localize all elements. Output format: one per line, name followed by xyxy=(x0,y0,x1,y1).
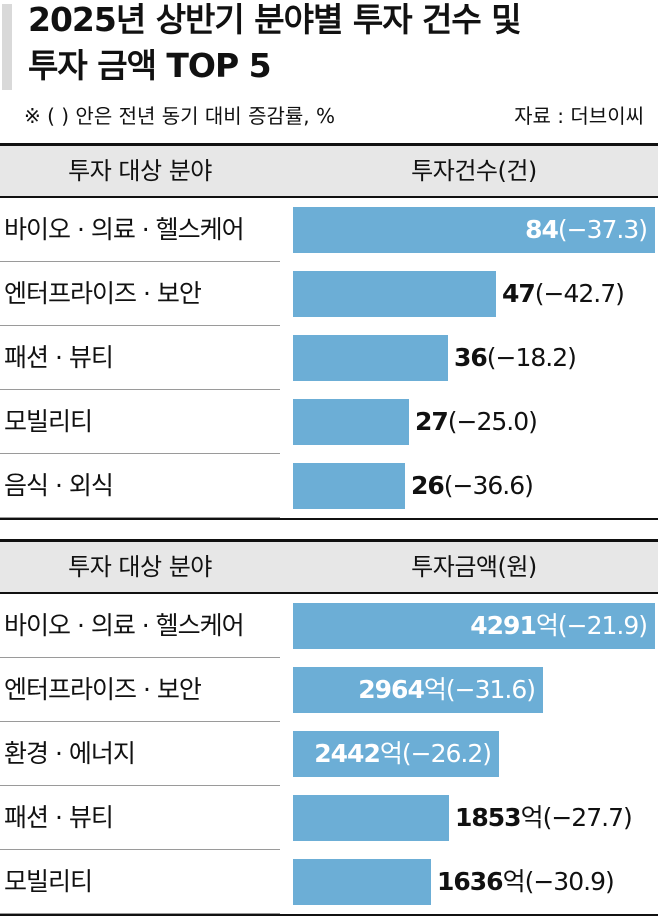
count-value-label: 27(−25.0) xyxy=(415,399,538,445)
count-category-label: 패션 · 뷰티 xyxy=(4,343,114,372)
amount-value-label: 1853억(−27.7) xyxy=(455,795,633,841)
amount-value-unit: 억 xyxy=(535,611,559,640)
count-row: 바이오 · 의료 · 헬스케어 84(−37.3) xyxy=(0,198,658,262)
count-category-label: 모빌리티 xyxy=(4,407,93,436)
amount-bar xyxy=(293,667,543,713)
amount-value-label: 2964억(−31.6) xyxy=(293,667,536,713)
count-change-label: (−42.7) xyxy=(534,279,625,308)
amount-category-label: 패션 · 뷰티 xyxy=(4,803,114,832)
amount-value-unit: 억 xyxy=(520,803,544,832)
amount-change-label: (−31.6) xyxy=(445,675,536,704)
amount-change-label: (−21.9) xyxy=(557,611,648,640)
count-row-divider xyxy=(0,389,280,390)
count-row: 음식 · 외식 26(−36.6) xyxy=(0,454,658,518)
count-row: 모빌리티 27(−25.0) xyxy=(0,390,658,454)
count-value-label: 26(−36.6) xyxy=(411,463,534,509)
count-row-divider xyxy=(0,453,280,454)
amount-bottom-rule xyxy=(0,914,658,916)
amount-category-label: 바이오 · 의료 · 헬스케어 xyxy=(4,611,245,640)
chart-note: ※ ( ) 안은 전년 동기 대비 증감률, % xyxy=(24,104,335,128)
amount-category-label: 모빌리티 xyxy=(4,867,93,896)
amount-value-unit: 억 xyxy=(423,675,447,704)
amount-value-label: 1636억(−30.9) xyxy=(437,859,615,905)
count-row-divider xyxy=(0,325,280,326)
count-value-number: 84 xyxy=(525,215,559,244)
amount-header-value: 투자금액(원) xyxy=(411,553,537,581)
count-value-label: 84(−37.3) xyxy=(293,207,648,253)
amount-change-label: (−26.2) xyxy=(401,739,492,768)
count-row: 패션 · 뷰티 36(−18.2) xyxy=(0,326,658,390)
chart-title-line2: 투자 금액 TOP 5 xyxy=(28,46,272,85)
amount-bar xyxy=(293,795,449,841)
amount-row: 모빌리티 1636억(−30.9) xyxy=(0,850,658,914)
count-row: 엔터프라이즈 · 보안 47(−42.7) xyxy=(0,262,658,326)
count-bar xyxy=(293,335,448,381)
amount-value-number: 2442 xyxy=(314,739,381,768)
count-change-label: (−36.6) xyxy=(443,471,534,500)
count-change-label: (−18.2) xyxy=(486,343,577,372)
count-row-divider xyxy=(0,261,280,262)
count-chart-header: 투자 대상 분야 투자건수(건) xyxy=(0,143,658,198)
count-value-label: 47(−42.7) xyxy=(502,271,625,317)
amount-bar xyxy=(293,859,431,905)
count-bar xyxy=(293,399,409,445)
count-category-label: 엔터프라이즈 · 보안 xyxy=(4,279,202,308)
amount-value-number: 1636 xyxy=(437,867,504,896)
amount-value-label: 4291억(−21.9) xyxy=(293,603,648,649)
amount-value-unit: 억 xyxy=(502,867,526,896)
amount-change-label: (−30.9) xyxy=(524,867,615,896)
amount-row: 패션 · 뷰티 1853억(−27.7) xyxy=(0,786,658,850)
count-change-label: (−25.0) xyxy=(447,407,538,436)
amount-value-unit: 억 xyxy=(379,739,403,768)
count-bottom-rule xyxy=(0,518,658,520)
count-value-label: 36(−18.2) xyxy=(454,335,577,381)
title-accent-bar xyxy=(2,4,12,90)
amount-row: 바이오 · 의료 · 헬스케어 4291억(−21.9) xyxy=(0,594,658,658)
amount-header-category: 투자 대상 분야 xyxy=(68,553,212,581)
amount-row: 환경 · 에너지 2442억(−26.2) xyxy=(0,722,658,786)
amount-chart-header: 투자 대상 분야 투자금액(원) xyxy=(0,539,658,594)
amount-category-label: 환경 · 에너지 xyxy=(4,739,136,768)
count-value-number: 26 xyxy=(411,471,445,500)
amount-row-divider xyxy=(0,721,280,722)
count-category-label: 바이오 · 의료 · 헬스케어 xyxy=(4,215,245,244)
amount-row-divider xyxy=(0,657,280,658)
amount-change-label: (−27.7) xyxy=(542,803,633,832)
amount-value-label: 2442억(−26.2) xyxy=(293,731,492,777)
count-bar xyxy=(293,463,405,509)
count-value-number: 27 xyxy=(415,407,449,436)
count-bar xyxy=(293,271,496,317)
count-row-divider xyxy=(0,517,280,518)
amount-value-number: 2964 xyxy=(358,675,425,704)
amount-value-number: 1853 xyxy=(455,803,522,832)
count-value-number: 36 xyxy=(454,343,488,372)
amount-row-divider xyxy=(0,785,280,786)
amount-row-divider xyxy=(0,849,280,850)
amount-value-number: 4291 xyxy=(470,611,537,640)
count-change-label: (−37.3) xyxy=(557,215,648,244)
amount-bar xyxy=(293,731,499,777)
count-header-value: 투자건수(건) xyxy=(411,157,537,185)
amount-row: 엔터프라이즈 · 보안 2964억(−31.6) xyxy=(0,658,658,722)
chart-source: 자료 : 더브이씨 xyxy=(514,104,644,128)
count-bar xyxy=(293,207,655,253)
amount-row-divider xyxy=(0,913,280,914)
count-header-category: 투자 대상 분야 xyxy=(68,157,212,185)
amount-bar xyxy=(293,603,655,649)
count-value-number: 47 xyxy=(502,279,536,308)
chart-title-line1: 2025년 상반기 분야별 투자 건수 및 xyxy=(28,0,522,39)
count-category-label: 음식 · 외식 xyxy=(4,471,114,500)
amount-category-label: 엔터프라이즈 · 보안 xyxy=(4,675,202,704)
